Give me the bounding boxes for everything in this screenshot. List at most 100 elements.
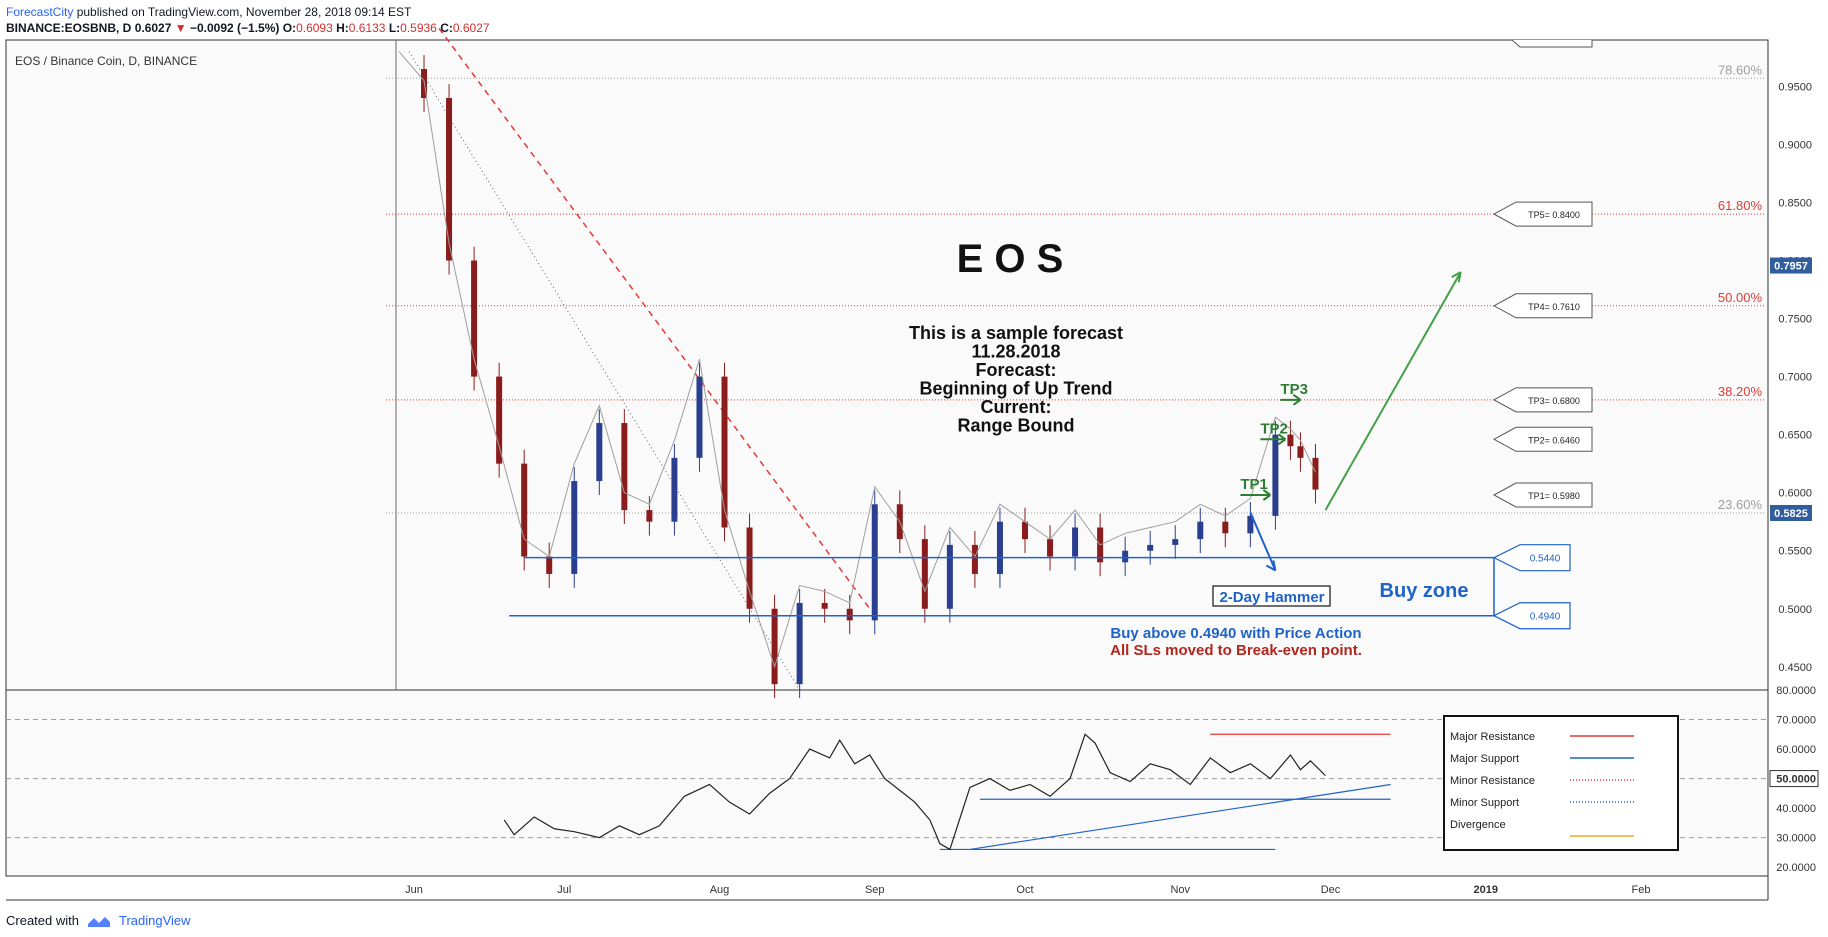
target-callout <box>1492 426 1593 452</box>
published-text: published on TradingView.com, November 2… <box>73 5 412 19</box>
candle-body <box>1312 457 1319 490</box>
price-tick-label: 0.9000 <box>1778 139 1812 151</box>
candle-body <box>471 260 478 377</box>
candle-body <box>496 376 503 464</box>
price-tick-label: 0.7000 <box>1778 372 1812 384</box>
price-pane <box>5 39 1769 691</box>
buy-instruction: Buy above 0.4940 with Price Action <box>1110 625 1361 642</box>
low-label: L: <box>388 21 401 35</box>
target-arrow-head <box>1277 433 1287 446</box>
x-tick-label: Oct <box>1016 884 1033 896</box>
price-tag-label: 0.7957 <box>1774 261 1808 273</box>
rsi-mid-tag <box>1769 770 1819 788</box>
target-arrow-head <box>1262 489 1271 501</box>
legend-label: Minor Support <box>1450 797 1519 809</box>
x-tick-label: Aug <box>710 884 730 896</box>
open-value: 0.6093 <box>296 21 333 35</box>
target-arrow-label: TP3 <box>1280 381 1308 398</box>
candle-body <box>1272 434 1279 516</box>
candle-body <box>946 544 953 609</box>
candle-body <box>996 521 1003 574</box>
x-tick-label: Sep <box>865 884 885 896</box>
hammer-box <box>1212 585 1331 607</box>
rsi-tick-label: 80.0000 <box>1776 685 1816 697</box>
candle-body <box>796 602 803 685</box>
target-callout <box>1492 387 1593 413</box>
high-label: H: <box>336 21 349 35</box>
price-tag-label: 0.5825 <box>1774 508 1808 520</box>
rsi-line <box>503 733 1326 851</box>
fib-level-label: 38.20% <box>1718 384 1763 399</box>
buy-zone-label: Buy zone <box>1380 580 1469 602</box>
candle-body <box>821 602 828 609</box>
candle-body <box>1172 539 1179 545</box>
target-callout <box>1492 293 1593 319</box>
support-level-label: 0.4940 <box>1530 612 1561 623</box>
legend-label: Major Support <box>1450 753 1519 765</box>
candle-body <box>696 376 703 458</box>
candle-body <box>521 463 528 557</box>
candle-body <box>571 481 578 574</box>
uptrend-arrow-head <box>1451 271 1462 283</box>
candle-body <box>1072 527 1079 557</box>
forecast-text-line: This is a sample forecast <box>909 323 1123 343</box>
rsi-tick-label: 70.0000 <box>1776 715 1816 727</box>
target-callout <box>1492 482 1593 508</box>
x-tick-label: Dec <box>1321 884 1341 896</box>
rsi-tick-label: 20.0000 <box>1776 862 1816 874</box>
chart-header: ForecastCity published on TradingView.co… <box>6 4 490 36</box>
candle-body <box>1047 539 1054 557</box>
candle-body <box>446 98 453 261</box>
target-label: TP1= 0.5980 <box>1528 491 1580 501</box>
price-tick-label: 0.8500 <box>1778 198 1812 210</box>
close-label: C: <box>440 21 453 35</box>
down-triangle-icon: ▼ <box>174 21 187 35</box>
rsi-tick-label: 40.0000 <box>1776 803 1816 815</box>
candle-body <box>846 608 853 621</box>
forecast-text-line: Current: <box>981 397 1052 417</box>
rsi-tick-label: 60.0000 <box>1776 744 1816 756</box>
candle-body <box>646 510 653 522</box>
candle-body <box>1222 521 1229 534</box>
price-tick-label: 0.6500 <box>1778 430 1812 442</box>
low-value: 0.5936 <box>400 21 437 35</box>
price-tick-label: 0.5000 <box>1778 604 1812 616</box>
chart-title: EOS / Binance Coin, D, BINANCE <box>15 54 197 68</box>
symbol-label: BINANCE:EOSBNB, D <box>6 21 132 35</box>
created-with-label: Created with <box>6 913 79 928</box>
candle-body <box>971 544 978 574</box>
forecast-text-line: Range Bound <box>958 416 1075 436</box>
publisher-link[interactable]: ForecastCity <box>6 5 74 19</box>
moving-average-line <box>398 51 1316 669</box>
candle-body <box>1197 521 1204 540</box>
price-tick-label: 0.5500 <box>1778 546 1812 558</box>
candle-body <box>871 504 878 621</box>
target-label: TP4= 0.7610 <box>1528 302 1580 312</box>
support-level-callout <box>1492 544 1571 572</box>
close-value: 0.6027 <box>452 21 490 35</box>
hammer-arrow <box>1249 512 1277 571</box>
x-tick-label: 2019 <box>1474 884 1498 896</box>
forecast-text-line: 11.28.2018 <box>971 342 1060 362</box>
candle-body <box>771 608 778 685</box>
hammer-arrow-head <box>1265 560 1277 572</box>
fib-level-label: 23.60% <box>1718 497 1763 512</box>
rsi-tick-label: 30.0000 <box>1776 833 1816 845</box>
target-label: TP3= 0.6800 <box>1528 396 1580 406</box>
publish-line: ForecastCity published on TradingView.co… <box>6 4 490 20</box>
candle-body <box>921 539 928 609</box>
tradingview-link[interactable]: TradingView <box>118 913 191 928</box>
eos-big-title: E O S <box>957 237 1064 281</box>
legend-label: Minor Resistance <box>1450 775 1535 787</box>
target-arrow-head <box>1292 394 1302 406</box>
candle-body <box>1297 446 1304 458</box>
target-callout <box>1492 201 1593 227</box>
price-tick-label: 0.7500 <box>1778 314 1812 326</box>
price-tag <box>1770 257 1812 274</box>
stop-loss-note: All SLs moved to Break-even point. <box>1110 642 1362 659</box>
target-arrow-label: TP1 <box>1240 476 1268 493</box>
dotted-fan-line <box>408 51 801 691</box>
price-tick-label: 0.4500 <box>1778 662 1812 674</box>
candle-body <box>1122 550 1129 563</box>
footer: Created with TradingView <box>6 913 191 928</box>
